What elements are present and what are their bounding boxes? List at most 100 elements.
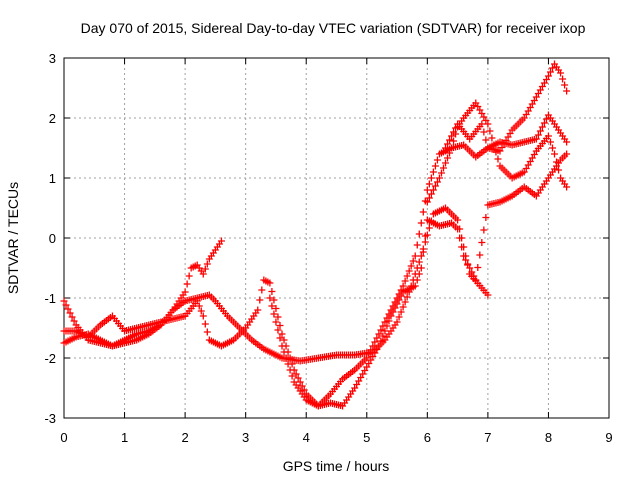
data-point — [375, 330, 383, 338]
data-point — [383, 314, 391, 322]
data-point — [393, 318, 401, 326]
data-point — [393, 294, 401, 302]
data-point — [435, 174, 443, 182]
data-point — [480, 226, 488, 234]
data-point — [433, 178, 441, 186]
data-point — [195, 302, 203, 310]
y-tick-label: 0 — [49, 231, 56, 246]
x-tick-label: 6 — [424, 430, 431, 445]
data-point — [185, 272, 193, 280]
x-tick-label: 9 — [605, 430, 612, 445]
data-point — [551, 150, 558, 158]
data-point — [561, 81, 569, 89]
data-point — [427, 174, 435, 182]
data-point — [401, 277, 409, 285]
data-point — [482, 214, 490, 221]
data-point — [270, 296, 278, 304]
data-point — [458, 243, 466, 251]
data-point — [419, 248, 427, 256]
data-point — [540, 119, 548, 127]
data-point — [276, 322, 284, 329]
data-point — [563, 87, 571, 95]
data-point — [201, 320, 209, 328]
data-point — [397, 308, 405, 316]
data-point — [548, 144, 556, 152]
data-point — [415, 230, 423, 238]
data-point — [456, 234, 464, 242]
data-point — [407, 262, 415, 270]
data-point — [373, 334, 381, 342]
data-point — [256, 296, 264, 304]
data-point — [431, 162, 439, 170]
data-point — [484, 120, 492, 128]
data-point — [464, 260, 472, 268]
data-point — [254, 306, 262, 314]
data-point — [532, 135, 540, 143]
data-point — [367, 346, 375, 354]
data-point — [476, 251, 484, 259]
data-point — [379, 332, 387, 340]
data-point — [480, 128, 488, 136]
series-3 — [60, 150, 571, 410]
data-point — [470, 272, 478, 280]
grid — [64, 58, 609, 418]
data-point — [417, 219, 425, 227]
data-point — [68, 313, 76, 321]
data-point — [439, 164, 447, 172]
data-point — [403, 293, 411, 301]
data-point — [268, 302, 276, 310]
data-point — [536, 127, 544, 135]
data-point — [272, 305, 280, 312]
data-point — [548, 64, 556, 72]
data-point — [266, 294, 274, 302]
data-point — [276, 334, 284, 342]
data-point — [450, 137, 458, 145]
x-tick-label: 7 — [484, 430, 491, 445]
data-point — [546, 138, 554, 146]
data-point — [64, 305, 72, 313]
data-point — [431, 182, 439, 190]
data-point — [298, 382, 306, 390]
data-point — [425, 224, 433, 232]
y-tick-label: -1 — [44, 291, 56, 306]
data-point — [474, 264, 482, 271]
data-point — [482, 136, 490, 144]
data-point — [448, 144, 456, 152]
data-point — [454, 225, 462, 233]
data-point — [203, 260, 211, 268]
data-point — [413, 276, 421, 284]
data-point — [405, 267, 413, 275]
data-point — [217, 237, 225, 245]
data-point — [395, 290, 403, 298]
data-point — [385, 310, 393, 318]
data-point — [415, 270, 423, 278]
data-point — [409, 257, 417, 265]
data-point — [62, 301, 70, 309]
data-point — [401, 298, 409, 306]
data-point — [429, 186, 437, 194]
data-point — [300, 386, 308, 394]
data-point — [288, 372, 296, 380]
data-point — [423, 186, 431, 194]
chart-title: Day 070 of 2015, Sidereal Day-to-day VTE… — [81, 20, 586, 36]
data-point — [270, 310, 278, 318]
data-point — [266, 279, 274, 287]
data-point — [460, 252, 468, 260]
x-tick-label: 2 — [181, 430, 188, 445]
x-tick-label: 5 — [363, 430, 370, 445]
data-point — [484, 291, 492, 299]
data-point — [488, 134, 496, 142]
data-point — [462, 256, 470, 264]
x-tick-label: 4 — [303, 430, 310, 445]
data-point — [425, 194, 433, 202]
y-tick-label: -2 — [44, 351, 56, 366]
data-point — [377, 326, 385, 334]
data-point — [559, 75, 567, 83]
x-tick-label: 1 — [121, 430, 128, 445]
data-point — [183, 280, 191, 288]
data-point — [411, 252, 419, 260]
data-point — [472, 276, 480, 284]
data-point — [278, 330, 286, 338]
data-point — [268, 288, 276, 295]
